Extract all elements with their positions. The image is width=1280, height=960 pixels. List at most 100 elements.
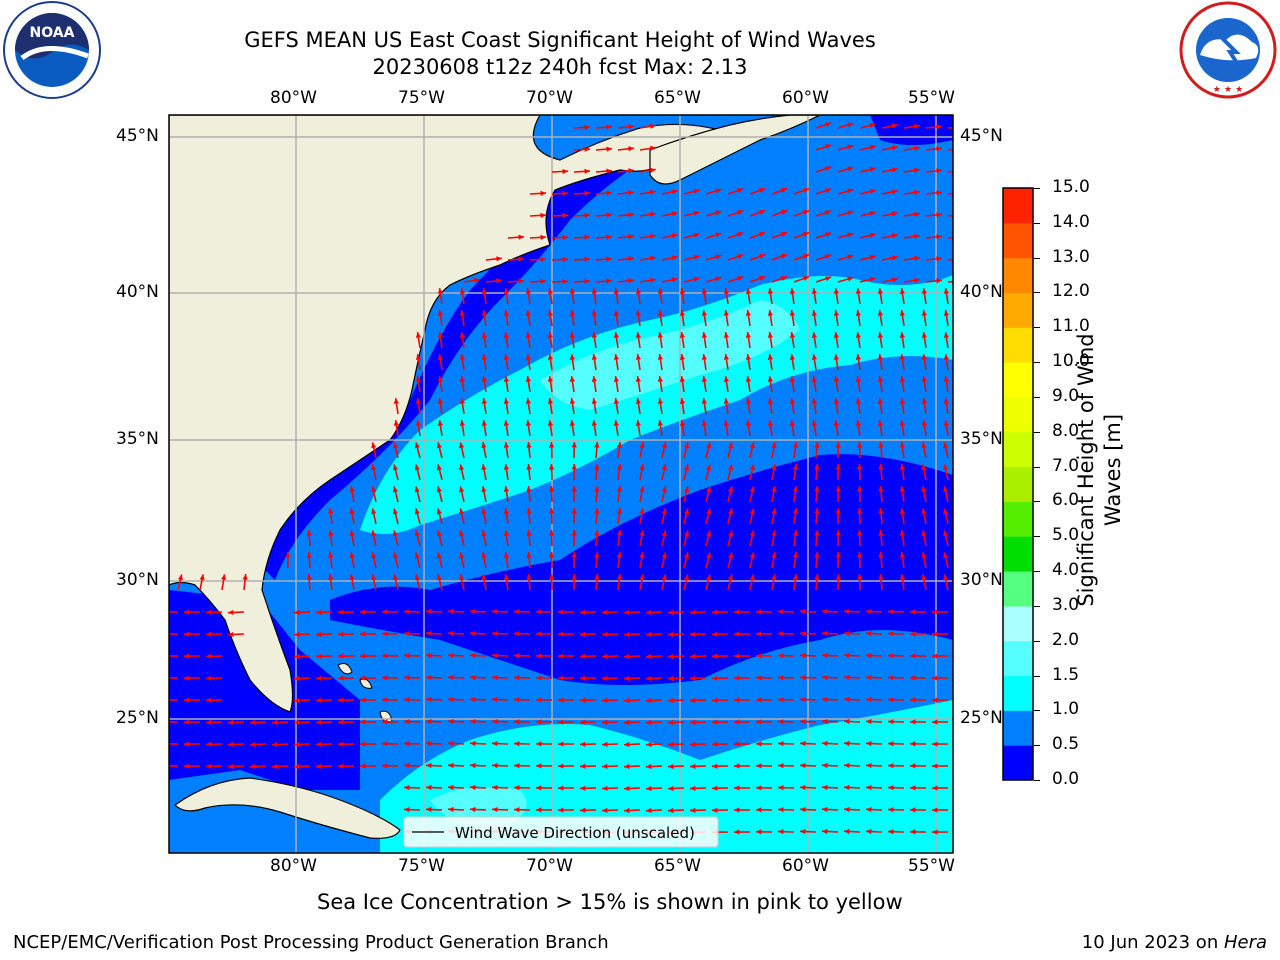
wave-direction-arrowhead <box>492 806 498 813</box>
wave-direction-arrowhead <box>789 310 795 316</box>
wave-direction-arrowhead <box>792 574 799 580</box>
title-line-1: GEFS MEAN US East Coast Significant Heig… <box>244 28 876 52</box>
wave-direction-arrowhead <box>338 763 344 769</box>
wave-direction-arrowhead <box>943 486 949 493</box>
lon-label-top-55w: 55°W <box>908 88 955 108</box>
wave-direction-arrowhead <box>932 631 938 637</box>
wave-direction-arrowhead <box>316 653 322 659</box>
wave-direction-arrowhead <box>943 508 949 515</box>
wave-direction-arrowhead <box>606 234 612 240</box>
wave-direction-arrowhead <box>921 464 927 471</box>
wave-direction-arrowhead <box>635 288 641 294</box>
wave-direction-arrowhead <box>844 806 850 813</box>
wave-direction-arrowhead <box>914 189 920 196</box>
wave-direction-arrowhead <box>514 631 520 637</box>
wave-direction-arrowhead <box>503 288 509 294</box>
wave-direction-arrowhead <box>866 828 872 835</box>
wave-direction-arrowhead <box>571 464 577 470</box>
wave-direction-arrowhead <box>459 442 465 449</box>
wave-direction-arrowhead <box>639 508 645 515</box>
wave-direction-arrowhead <box>184 741 190 747</box>
wave-direction-arrowhead <box>415 376 421 382</box>
wave-direction-arrowhead <box>792 486 799 492</box>
wave-direction-arrowhead <box>338 653 344 659</box>
wave-direction-arrowhead <box>562 212 568 219</box>
wave-direction-arrowhead <box>756 653 762 659</box>
wave-direction-arrowhead <box>514 697 520 703</box>
wave-direction-arrowhead <box>558 631 564 637</box>
wave-direction-arrowhead <box>547 354 553 360</box>
wave-direction-arrowhead <box>492 652 498 659</box>
wave-direction-arrowhead <box>415 354 421 360</box>
wave-direction-arrowhead <box>759 253 766 259</box>
wave-direction-arrowhead <box>602 807 608 814</box>
wave-direction-arrowhead <box>306 552 312 558</box>
title-line-2: 20230608 t12z 240h fcst Max: 2.13 <box>372 55 748 79</box>
wave-direction-arrowhead <box>162 653 167 658</box>
wave-direction-arrowhead <box>888 697 894 703</box>
wave-direction-arrowhead <box>822 784 828 791</box>
wave-direction-arrow <box>947 148 953 151</box>
wave-direction-arrowhead <box>328 530 334 536</box>
wave-direction-arrowhead <box>474 277 480 284</box>
wave-direction-arrowhead <box>436 508 442 515</box>
wave-direction-arrowhead <box>943 310 949 316</box>
wave-direction-arrowhead <box>800 762 806 769</box>
wave-direction-arrowhead <box>715 276 722 282</box>
wave-direction-arrowhead <box>514 741 520 747</box>
wave-direction-arrowhead <box>745 288 751 294</box>
wave-direction-arrowhead <box>584 212 590 218</box>
wave-direction-arrowhead <box>426 762 432 769</box>
wave-direction-arrowhead <box>888 631 894 637</box>
wave-direction-arrowhead <box>602 741 608 748</box>
wave-direction-arrowhead <box>668 763 674 770</box>
wave-direction-arrowhead <box>712 631 718 637</box>
wave-direction-arrowhead <box>360 719 366 725</box>
wave-direction-arrowhead <box>393 398 399 404</box>
lon-label-top-70w: 70°W <box>526 88 573 108</box>
wave-direction-arrowhead <box>606 146 612 152</box>
wave-direction-arrowhead <box>910 763 916 769</box>
wave-direction-arrowhead <box>833 310 839 316</box>
wave-direction-arrowhead <box>250 719 256 726</box>
wave-direction-arrowhead <box>958 147 964 152</box>
wave-direction-arrowhead <box>328 574 334 580</box>
wave-direction-arrowhead <box>792 530 799 536</box>
wave-direction-arrowhead <box>899 354 905 360</box>
wave-direction-arrowhead <box>177 574 183 581</box>
wave-direction-arrowhead <box>459 310 465 316</box>
wave-direction-arrowhead <box>294 719 300 726</box>
colorbar-swatch <box>1003 571 1033 607</box>
wave-direction-arrowhead <box>814 552 820 558</box>
wave-direction-arrowhead <box>684 552 690 559</box>
wave-direction-arrowhead <box>825 254 832 260</box>
wave-direction-arrowhead <box>888 675 894 681</box>
wave-direction-arrowhead <box>869 232 876 238</box>
wave-direction-arrowhead <box>745 310 751 316</box>
wave-direction-arrowhead <box>415 332 421 338</box>
wave-direction-arrowhead <box>737 254 744 260</box>
colorbar-tick-label: 7.0 <box>1052 455 1080 476</box>
colorbar-tick-mark <box>1034 571 1040 573</box>
wave-direction-arrowhead <box>734 697 740 703</box>
wave-direction-arrowhead <box>514 785 520 791</box>
wave-direction-arrowhead <box>789 332 795 338</box>
wave-direction-arrowhead <box>635 420 641 426</box>
wave-direction-arrowhead <box>338 719 344 725</box>
wave-direction-arrowhead <box>715 188 722 194</box>
wave-direction-arrowhead <box>503 398 509 404</box>
wave-direction-arrowhead <box>426 630 432 637</box>
wave-direction-arrowhead <box>706 552 712 559</box>
wave-direction-arrowhead <box>706 530 712 537</box>
wave-direction-arrow <box>947 192 953 195</box>
wave-direction-arrowhead <box>800 608 806 615</box>
wave-direction-arrowhead <box>792 464 799 470</box>
wave-direction-arrowhead <box>936 124 942 130</box>
wave-direction-arrowhead <box>481 508 487 515</box>
wave-direction-arrowhead <box>835 442 841 448</box>
wave-direction-arrowhead <box>745 332 751 338</box>
colorbar-tick-mark <box>1034 222 1040 224</box>
colorbar-tick-mark <box>1034 257 1040 259</box>
wave-direction-arrowhead <box>437 376 443 382</box>
wave-direction-arrowhead <box>822 762 828 769</box>
